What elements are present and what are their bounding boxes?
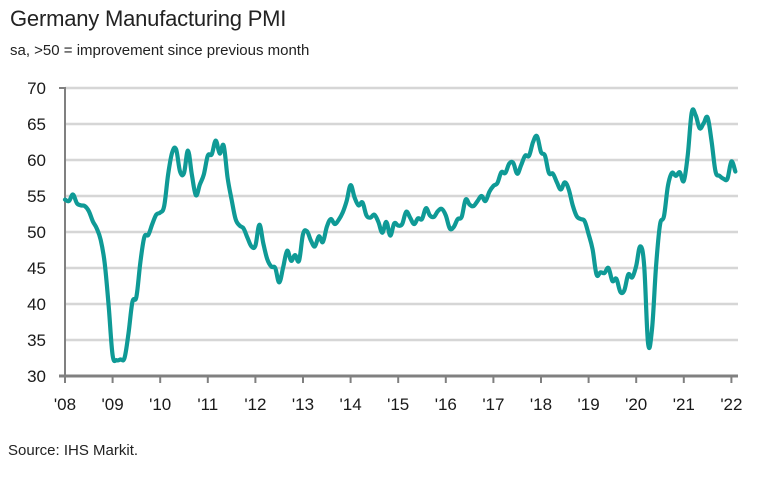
y-tick-label: 55 [27, 187, 46, 206]
x-tick-label: '21 [673, 395, 695, 414]
y-tick-label: 50 [27, 223, 46, 242]
x-tick-label: '22 [720, 395, 742, 414]
x-tick-label: '18 [530, 395, 552, 414]
x-tick-label: '11 [197, 395, 218, 414]
x-axis: '08 '09 '10 '11 '12 '13 '14 '15 '16 '17 '18 '19 '20 '… [54, 87, 742, 414]
y-axis-labels: 30 35 40 45 50 55 60 65 70 [27, 79, 46, 386]
x-tick-label: '20 [625, 395, 647, 414]
x-tick-label: '19 [578, 395, 600, 414]
y-tick-label: 60 [27, 151, 46, 170]
x-tick-label: '14 [340, 395, 362, 414]
y-tick-label: 30 [27, 367, 46, 386]
chart-title: Germany Manufacturing PMI [10, 6, 287, 31]
y-tick-label: 70 [27, 79, 46, 98]
series-line-germany-pmi [62, 107, 738, 364]
x-tick-label: '09 [102, 395, 124, 414]
chart-subtitle: sa, >50 = improvement since previous mon… [10, 42, 310, 59]
y-tick-label: 45 [27, 259, 46, 278]
x-tick-label: '13 [292, 395, 314, 414]
source-note: Source: IHS Markit. [8, 442, 139, 459]
series-layer [62, 107, 738, 364]
y-tick-label: 65 [27, 115, 46, 134]
x-tick-label: '10 [149, 395, 171, 414]
y-tick-label: 35 [27, 331, 46, 350]
gridlines [65, 86, 738, 342]
x-tick-label: '12 [244, 395, 266, 414]
x-tick-label: '16 [435, 395, 457, 414]
x-tick-label: '17 [482, 395, 504, 414]
y-tick-label: 40 [27, 295, 46, 314]
x-tick-label: '08 [54, 395, 76, 414]
x-tick-label: '15 [387, 395, 409, 414]
